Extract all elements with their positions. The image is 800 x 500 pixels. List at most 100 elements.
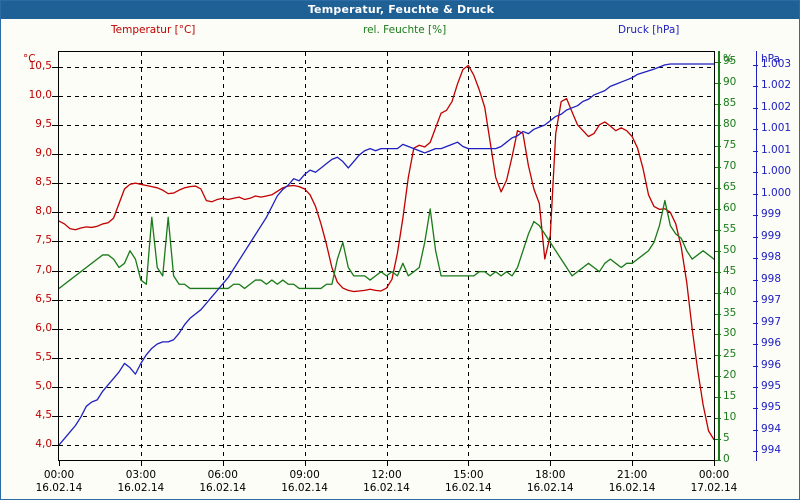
humidity-tick-label: 85 [723,97,737,110]
pressure-tick-label: 998 [761,251,782,264]
temperature-tick [52,241,58,243]
time-tick [550,461,552,466]
humidity-tick-label: 15 [723,390,737,403]
chart-canvas: Temperatur [°C] rel. Feuchte [%] Druck [… [1,19,799,499]
data-curves [59,63,714,446]
time-tick [59,461,60,466]
temperature-tick [52,445,58,447]
pressure-tick [753,322,758,324]
temperature-tick [52,299,58,301]
temperature-tick [52,212,58,214]
temperature-tick [52,124,58,126]
gridlines [59,52,714,460]
time-tick-label-date: 17.02.14 [690,482,738,494]
pressure-tick-label: 997 [761,294,782,307]
plot-svg [59,52,714,460]
pressure-tick [753,193,758,195]
time-tick-label-date: 16.02.14 [117,482,165,494]
time-tick-label-time: 21:00 [616,469,648,481]
series-line-humidity [59,199,714,290]
time-tick-label-time: 15:00 [453,469,484,481]
time-tick-label-time: 06:00 [207,469,238,481]
temperature-tick [52,328,58,330]
pressure-tick [753,258,758,260]
temperature-tick-label: 7,5 [35,234,52,247]
humidity-tick [715,376,721,378]
humidity-tick-label: 95 [723,55,737,68]
pressure-tick [753,107,758,109]
pressure-tick [753,386,758,388]
humidity-tick-label: 45 [723,264,737,277]
temperature-tick [52,416,58,418]
humidity-tick-label: 65 [723,181,737,193]
pressure-tick [753,408,758,410]
pressure-tick [753,64,758,66]
pressure-tick-label: 1.001 [761,143,792,156]
time-tick-label-time: 12:00 [371,469,402,481]
pressure-tick-label: 996 [761,337,782,350]
pressure-axis-line [756,51,757,461]
humidity-tick [715,208,721,210]
humidity-tick [715,188,721,189]
temperature-tick-label: 6,0 [35,321,52,334]
humidity-tick-label: 35 [723,306,737,319]
time-tick-label-date: 16.02.14 [444,482,492,494]
pressure-tick [753,215,758,217]
temperature-tick [52,95,58,97]
pressure-tick [753,301,758,303]
pressure-tick-label: 996 [761,358,782,371]
humidity-tick [715,292,721,294]
pressure-tick [753,429,758,431]
time-tick-label-date: 16.02.14 [363,482,410,494]
humidity-tick-label: 55 [723,222,737,235]
humidity-tick [715,460,721,461]
time-tick [222,461,224,466]
humidity-tick [715,271,721,273]
humidity-axis-line [718,51,720,461]
temperature-tick-label: 9,5 [35,117,52,130]
pressure-tick [753,451,758,453]
humidity-tick-label: 80 [723,118,737,131]
temperature-tick-label: 10,5 [28,59,52,72]
temperature-tick-label: 10,0 [28,88,52,101]
pressure-tick [753,236,758,238]
humidity-tick [715,104,721,106]
pressure-tick-label: 1.003 [761,57,792,70]
time-tick [714,461,715,466]
humidity-tick-label: 75 [723,139,737,152]
temperature-tick-label: 7,0 [35,263,52,276]
humidity-tick [715,62,721,64]
temperature-tick-label: 8,0 [35,205,52,218]
temperature-tick-label: 4,5 [35,409,52,422]
time-tick [632,461,634,466]
time-tick [386,461,388,466]
time-tick-label-time: 09:00 [289,469,320,481]
time-tick-label-date: 16.02.14 [35,482,83,494]
axis-unit-hpa: hPa [761,53,780,65]
humidity-tick-label: 50 [723,243,737,256]
legend-item-humidity: rel. Feuchte [%] [363,24,446,36]
humidity-tick [715,167,721,169]
temperature-tick [52,183,58,185]
time-tick-label-date: 16.02.14 [199,482,247,494]
time-tick-label-date: 16.02.14 [281,482,328,494]
humidity-tick [715,146,721,148]
pressure-tick [753,150,758,152]
temperature-tick [52,270,58,272]
time-tick-label: 21:00 16.02.14 [597,469,667,495]
time-tick-label: 00:00 17.02.14 [679,469,749,495]
humidity-tick-label: 70 [723,160,737,173]
temperature-tick [52,387,58,389]
pressure-tick-label: 995 [761,401,782,414]
legend-item-pressure: Druck [hPa] [618,24,679,36]
pressure-tick-label: 999 [761,229,782,242]
temperature-tick [52,154,58,155]
humidity-tick [715,397,721,399]
time-tick-label-date: 16.02.14 [608,482,656,494]
humidity-tick [715,355,721,357]
time-tick-label-time: 03:00 [125,469,156,481]
pressure-tick-label: 999 [761,208,782,221]
humidity-tick [715,125,721,127]
temperature-tick-label: 4,0 [35,438,52,451]
pressure-tick [753,279,758,281]
